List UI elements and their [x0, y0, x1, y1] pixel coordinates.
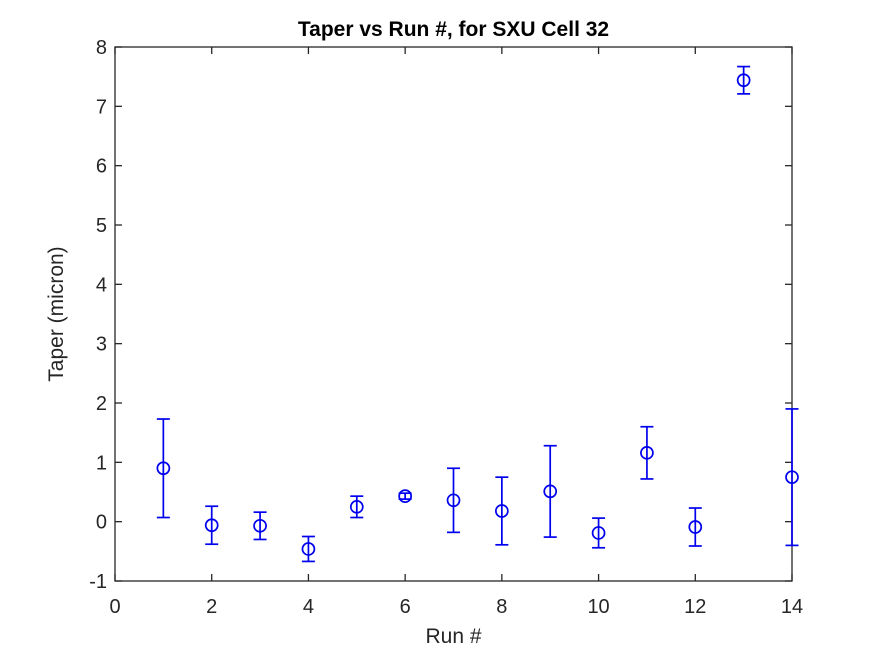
x-tick-label: 8 — [496, 596, 507, 618]
x-tick-label: 10 — [587, 596, 609, 618]
y-tick-label: 5 — [96, 215, 107, 237]
y-tick-label: 3 — [96, 334, 107, 356]
data-point-marker — [591, 526, 606, 540]
x-tick-label: 2 — [206, 596, 217, 618]
errorbar-series — [156, 65, 799, 563]
y-axis-label: Taper (micron) — [45, 246, 68, 381]
y-tick-label: 8 — [96, 37, 107, 59]
y-tick-label: 6 — [96, 156, 107, 178]
x-axis-label: Run # — [425, 625, 481, 648]
x-tick-label: 0 — [109, 596, 120, 618]
y-tick-label: 1 — [96, 452, 107, 474]
axis-ticks — [114, 46, 793, 582]
axes-box — [114, 46, 793, 582]
data-point-marker — [543, 484, 558, 499]
x-tick-label: 14 — [781, 596, 803, 618]
data-point-marker — [688, 520, 703, 534]
y-tick-label: -1 — [89, 571, 107, 593]
x-tick-label: 12 — [684, 596, 706, 618]
y-tick-label: 7 — [96, 96, 107, 118]
y-tick-label: 4 — [96, 274, 107, 296]
data-point-marker — [253, 518, 267, 533]
x-tick-label: 6 — [400, 596, 411, 618]
data-point-marker — [398, 489, 412, 504]
data-point-marker — [495, 504, 509, 518]
data-point-marker — [301, 542, 316, 556]
data-point-marker — [349, 499, 364, 514]
chart-title: Taper vs Run #, for SXU Cell 32 — [298, 18, 609, 41]
x-tick-label: 4 — [303, 596, 314, 618]
data-point-marker — [204, 518, 219, 533]
y-tick-label: 0 — [96, 512, 107, 534]
y-tick-label: 2 — [96, 393, 107, 415]
data-point-marker — [736, 73, 751, 88]
data-point-marker — [446, 493, 461, 508]
data-point-marker — [640, 445, 654, 460]
data-point-marker — [156, 461, 171, 476]
data-point-marker — [785, 470, 799, 485]
